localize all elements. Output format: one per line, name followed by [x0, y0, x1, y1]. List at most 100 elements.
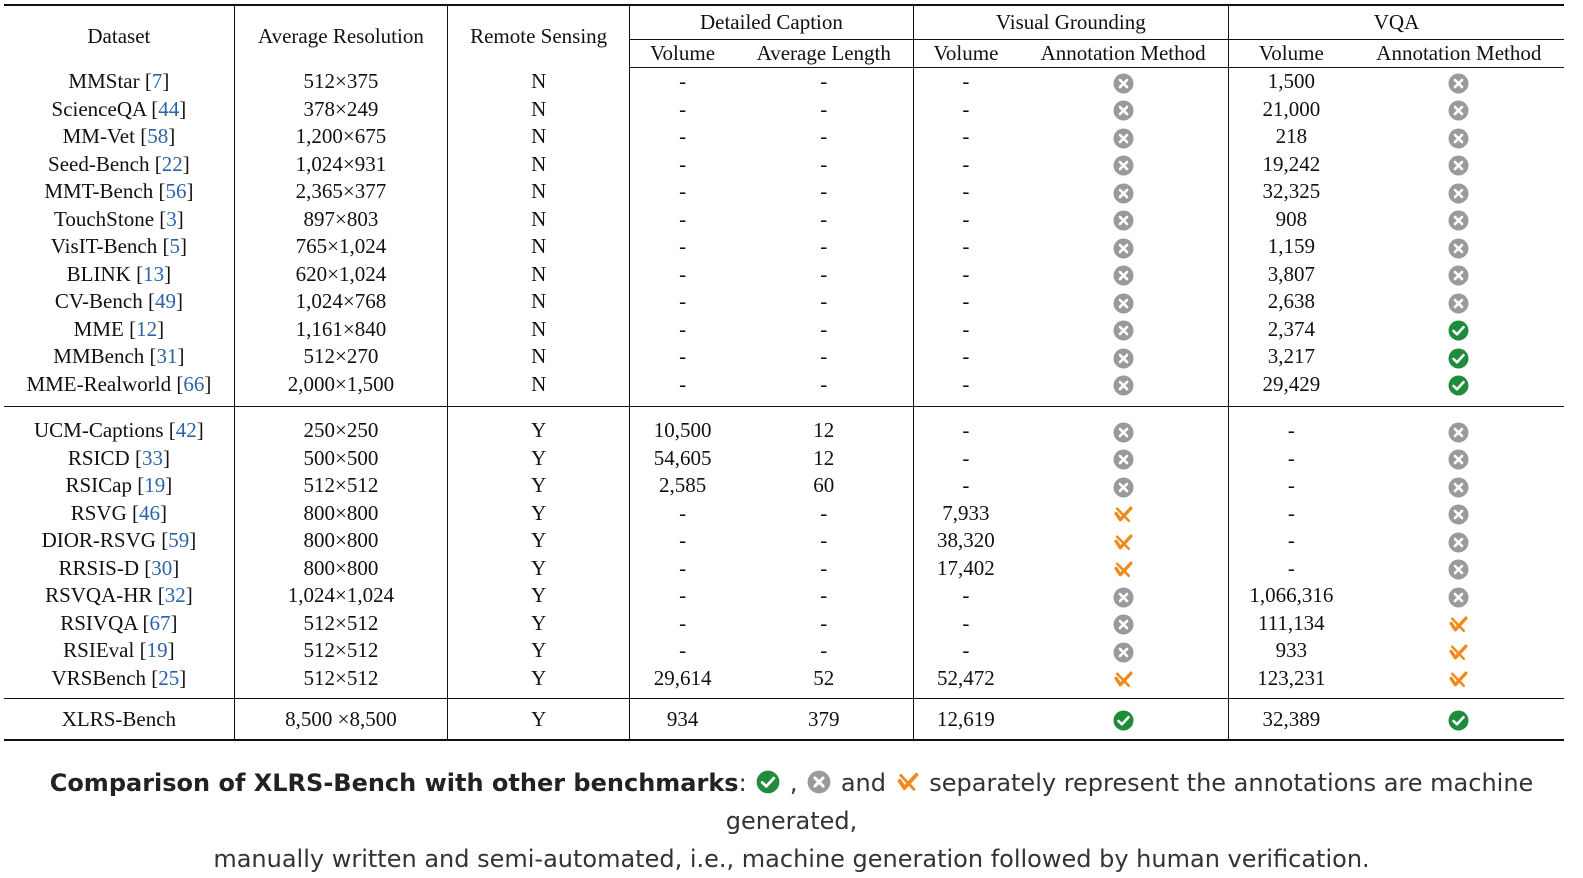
vg-volume-cell: 52,472: [937, 665, 995, 690]
remote-sensing-cell: Y: [447, 499, 631, 527]
x-circle-icon: [1113, 375, 1134, 396]
citation-link[interactable]: 49: [154, 289, 176, 314]
remote-sensing-cell: Y: [447, 554, 631, 582]
citation-link[interactable]: 42: [175, 418, 197, 443]
x-circle-icon: [1113, 422, 1134, 443]
citation-link[interactable]: 3: [166, 206, 177, 231]
resolution-cell: 800×800: [234, 527, 449, 555]
remote-sensing-cell: N: [447, 315, 631, 343]
semi-automated-icon: [1448, 669, 1469, 690]
check-circle-icon: [1448, 348, 1469, 369]
table-row: TouchStone [3] 897×803 N - - - 908: [4, 205, 1564, 233]
x-circle-icon: [1448, 477, 1469, 498]
citation-link[interactable]: 5: [169, 234, 180, 259]
citation-link[interactable]: 58: [147, 124, 169, 149]
vqa-volume-cell: -: [1228, 406, 1354, 445]
dc-length-cell: -: [734, 343, 914, 371]
check-circle-icon: [756, 770, 780, 794]
remote-sensing-cell: Y: [447, 444, 631, 472]
table-row: VisIT-Bench [5] 765×1,024 N - - - 1,159: [4, 233, 1564, 261]
vqa-volume-cell: -: [1287, 528, 1295, 553]
citation-link[interactable]: 67: [149, 610, 171, 635]
dc-length-cell: -: [734, 95, 914, 123]
dc-volume-cell: -: [679, 610, 687, 635]
dataset-cell: RSIEval [19]: [4, 637, 235, 665]
remote-sensing-cell: N: [447, 288, 631, 316]
semi-automated-icon: [1113, 559, 1134, 580]
vg-annotation-cell: [1018, 123, 1230, 151]
vg-volume-cell: -: [962, 206, 970, 231]
citation-link[interactable]: 25: [158, 665, 180, 690]
dataset-cell: CV-Bench [49]: [4, 288, 235, 316]
dc-length-cell: -: [734, 123, 914, 151]
x-circle-icon: [1113, 100, 1134, 121]
citation-link[interactable]: 7: [151, 69, 163, 93]
x-circle-icon: [1448, 73, 1469, 94]
dataset-name: MMBench: [53, 344, 150, 369]
x-circle-icon: [1448, 293, 1469, 314]
citation-link[interactable]: 33: [141, 445, 163, 470]
vg-annotation-cell: [1018, 554, 1230, 582]
dataset-cell: RSVQA-HR [32]: [4, 582, 235, 610]
vqa-volume-cell: 21,000: [1262, 96, 1321, 121]
resolution-cell: 897×803: [234, 205, 449, 233]
header-dataset: Dataset: [4, 4, 235, 68]
vqa-annotation-cell: [1354, 500, 1564, 528]
vg-annotation-cell: [1018, 582, 1230, 610]
vqa-volume-cell: -: [1287, 473, 1295, 498]
citation-link[interactable]: 19: [146, 638, 168, 663]
citation-link[interactable]: 44: [158, 96, 180, 121]
citation-link[interactable]: 30: [151, 555, 173, 580]
vg-annotation-cell: [1018, 205, 1230, 233]
table-row: MMBench [31] 512×270 N - - - 3,217: [4, 343, 1564, 371]
remote-sensing-cell: Y: [447, 406, 631, 445]
dataset-cell: RSVG [46]: [4, 499, 235, 527]
dataset-name: MMStar: [68, 69, 145, 93]
vg-volume-cell: -: [962, 261, 970, 286]
citation-link[interactable]: 19: [144, 473, 166, 498]
citation-link[interactable]: 56: [165, 179, 187, 204]
dataset-cell: VisIT-Bench [5]: [4, 233, 235, 261]
resolution-cell: 1,161×840: [234, 315, 449, 343]
citation-link[interactable]: 31: [156, 344, 178, 369]
citation-link[interactable]: 66: [183, 371, 205, 396]
vqa-volume-cell: 29,429: [1262, 371, 1321, 396]
dataset-name: RSVG: [70, 500, 133, 525]
citation-link[interactable]: 22: [161, 151, 183, 176]
dataset-cell: VRSBench [25]: [4, 664, 235, 699]
vg-annotation-cell: [1018, 233, 1230, 261]
resolution-cell: 1,024×1,024: [234, 582, 449, 610]
vqa-annotation-cell: [1354, 343, 1564, 371]
citation-link[interactable]: 59: [168, 528, 190, 553]
comparison-table: Dataset Average Resolution Remote Sensin…: [4, 4, 1564, 741]
dataset-name: RSIEval: [63, 638, 140, 663]
vqa-annotation-cell: [1354, 665, 1564, 699]
dataset-cell: Seed-Bench [22]: [4, 150, 235, 178]
vg-annotation-cell: [1018, 527, 1230, 555]
dc-length-cell: -: [734, 582, 914, 610]
vg-volume-cell: 7,933: [942, 500, 990, 525]
resolution-cell: 2,000×1,500: [234, 370, 449, 407]
vg-volume-cell: -: [962, 316, 970, 341]
citation-link[interactable]: 12: [136, 316, 158, 341]
vg-annotation-cell: [1018, 370, 1230, 407]
x-circle-icon: [1448, 559, 1469, 580]
dataset-cell: RSICD [33]: [4, 444, 235, 472]
dc-length-cell: -: [734, 260, 914, 288]
table-row: RSIEval [19] 512×512 Y - - - 933: [4, 637, 1564, 665]
citation-link[interactable]: 46: [139, 500, 161, 525]
caption-text-1: separately represent the annotations are…: [725, 769, 1534, 835]
resolution-cell: 512×270: [234, 343, 449, 371]
citation-link[interactable]: 13: [143, 261, 165, 286]
x-circle-icon: [1448, 265, 1469, 286]
dc-volume-cell: -: [679, 316, 687, 341]
check-circle-icon: [1448, 320, 1469, 341]
vg-volume-cell: -: [913, 406, 1019, 445]
caption-and: and: [833, 769, 894, 797]
citation-link[interactable]: 32: [164, 583, 186, 608]
vg-volume-cell: -: [962, 69, 970, 94]
vqa-volume-cell: 111,134: [1257, 610, 1325, 635]
x-circle-icon: [1113, 320, 1134, 341]
header-vg-annotation-method: Annotation Method: [1018, 39, 1230, 68]
vg-annotation-cell: [1018, 499, 1230, 527]
